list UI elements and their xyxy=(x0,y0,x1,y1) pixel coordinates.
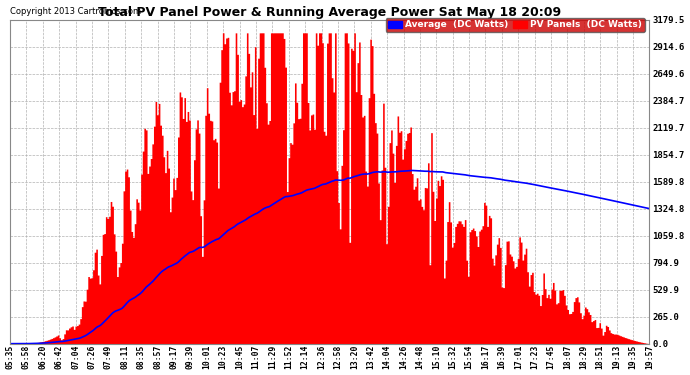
Text: Copyright 2013 Cartronics.com: Copyright 2013 Cartronics.com xyxy=(10,8,141,16)
Legend: Average  (DC Watts), PV Panels  (DC Watts): Average (DC Watts), PV Panels (DC Watts) xyxy=(386,18,645,32)
Title: Total PV Panel Power & Running Average Power Sat May 18 20:09: Total PV Panel Power & Running Average P… xyxy=(98,6,561,18)
